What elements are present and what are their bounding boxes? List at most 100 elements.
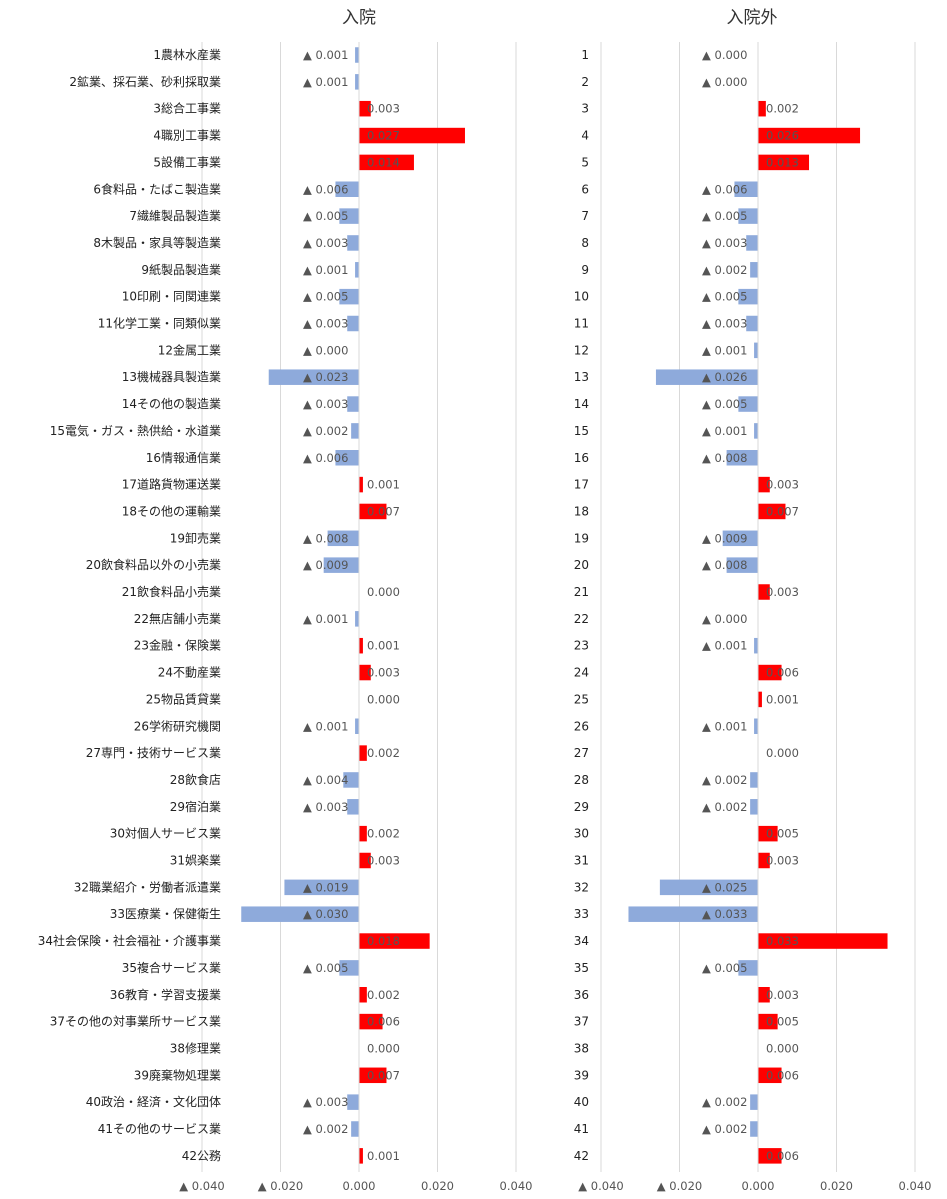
category-label: 4職別工事業 [153, 129, 221, 143]
bar [359, 127, 465, 144]
bar [758, 691, 762, 708]
category-label: 36 [574, 988, 589, 1002]
bar [355, 262, 359, 278]
category-label: 3 [581, 102, 589, 116]
bar [758, 154, 810, 171]
data-label: ▲ 0.000 [702, 48, 747, 62]
bar [750, 772, 758, 788]
bar [347, 315, 359, 332]
bar [655, 369, 758, 385]
category-label: 31 [574, 854, 589, 868]
category-label: 14その他の製造業 [122, 397, 221, 411]
data-label: 0.002 [766, 102, 799, 116]
category-label: 26 [574, 719, 589, 733]
category-label: 12金属工業 [158, 342, 221, 357]
bar [347, 396, 359, 412]
data-label: 0.002 [367, 827, 400, 841]
category-label: 33医療業・保健衛生 [110, 907, 221, 921]
bar [750, 1121, 758, 1137]
data-label: ▲ 0.019 [303, 880, 348, 894]
category-label: 32 [574, 880, 589, 894]
data-label: 0.003 [766, 478, 799, 492]
category-label: 6 [581, 182, 589, 196]
x-tick-label: 0.000 [343, 1179, 376, 1193]
bar [347, 235, 359, 251]
data-label: 0.003 [367, 666, 400, 680]
bar [351, 1121, 359, 1137]
category-label: 11化学工業・同類似業 [98, 316, 221, 331]
data-label: 0.000 [367, 1041, 400, 1055]
bar [359, 1148, 363, 1164]
data-label: 0.027 [367, 129, 400, 143]
category-label: 16 [574, 451, 589, 465]
bar [355, 47, 359, 63]
chart-title: 入院 [342, 8, 376, 28]
category-label: 38 [574, 1041, 589, 1055]
bar [359, 1013, 383, 1030]
data-label: 0.003 [766, 854, 799, 868]
bar [726, 450, 758, 466]
bar [343, 772, 359, 788]
category-label: 10 [574, 290, 589, 304]
data-label: ▲ 0.008 [702, 558, 747, 572]
data-label: ▲ 0.001 [303, 612, 348, 626]
category-label: 1農林水産業 [153, 47, 221, 62]
category-label: 40 [574, 1095, 589, 1109]
bar [359, 852, 371, 869]
category-label: 34社会保険・社会福祉・介護事業 [38, 933, 221, 948]
x-tick-label: 0.040 [899, 1179, 932, 1193]
bar [347, 799, 359, 815]
data-label: ▲ 0.005 [303, 290, 348, 304]
data-label: 0.003 [766, 585, 799, 599]
data-label: 0.003 [367, 854, 400, 868]
category-label: 20 [574, 558, 589, 572]
category-label: 10印刷・同関連業 [122, 290, 221, 304]
data-label: 0.013 [766, 155, 799, 169]
category-label: 25物品賃貸業 [146, 691, 221, 706]
data-label: ▲ 0.002 [303, 424, 348, 438]
data-label: 0.006 [766, 666, 799, 680]
data-label: ▲ 0.008 [303, 531, 348, 545]
category-label: 2鉱業、採石業、砂利採取業 [69, 74, 221, 89]
bar [738, 396, 758, 412]
category-label: 17道路貨物運送業 [122, 477, 221, 492]
category-label: 30対個人サービス業 [110, 827, 221, 841]
category-label: 39廃棄物処理業 [134, 1067, 221, 1082]
category-label: 42 [574, 1149, 589, 1163]
x-tick-label: ▲ 0.020 [657, 1179, 702, 1193]
category-label: 40政治・経済・文化団体 [86, 1094, 221, 1109]
category-label: 13 [574, 370, 589, 384]
category-label: 17 [574, 478, 589, 492]
bar [359, 154, 414, 171]
bar [754, 718, 758, 734]
data-label: 0.003 [367, 102, 400, 116]
data-label: ▲ 0.003 [303, 800, 348, 814]
category-label: 28飲食店 [170, 772, 221, 787]
category-label: 5 [581, 155, 589, 169]
data-label: ▲ 0.001 [702, 424, 747, 438]
bar [355, 718, 359, 734]
category-label: 30 [574, 827, 589, 841]
bar [355, 611, 359, 627]
category-label: 9 [581, 263, 589, 277]
category-label: 4 [581, 129, 589, 143]
data-label: 0.000 [367, 692, 400, 706]
bar [339, 208, 359, 224]
bar [754, 637, 758, 654]
category-label: 35複合サービス業 [122, 960, 221, 975]
bar [335, 450, 359, 466]
category-label: 31娯楽業 [170, 854, 221, 868]
bar [355, 74, 359, 90]
data-label: 0.000 [367, 585, 400, 599]
category-label: 38修理業 [170, 1040, 221, 1055]
bar [758, 503, 786, 520]
x-tick-label: ▲ 0.040 [578, 1179, 623, 1193]
data-label: ▲ 0.000 [702, 612, 747, 626]
category-label: 27 [574, 746, 589, 760]
data-label: ▲ 0.002 [702, 1095, 747, 1109]
data-label: 0.003 [766, 988, 799, 1002]
category-label: 16情報通信業 [146, 451, 221, 465]
category-label: 23 [574, 639, 589, 653]
data-label: 0.006 [766, 1149, 799, 1163]
